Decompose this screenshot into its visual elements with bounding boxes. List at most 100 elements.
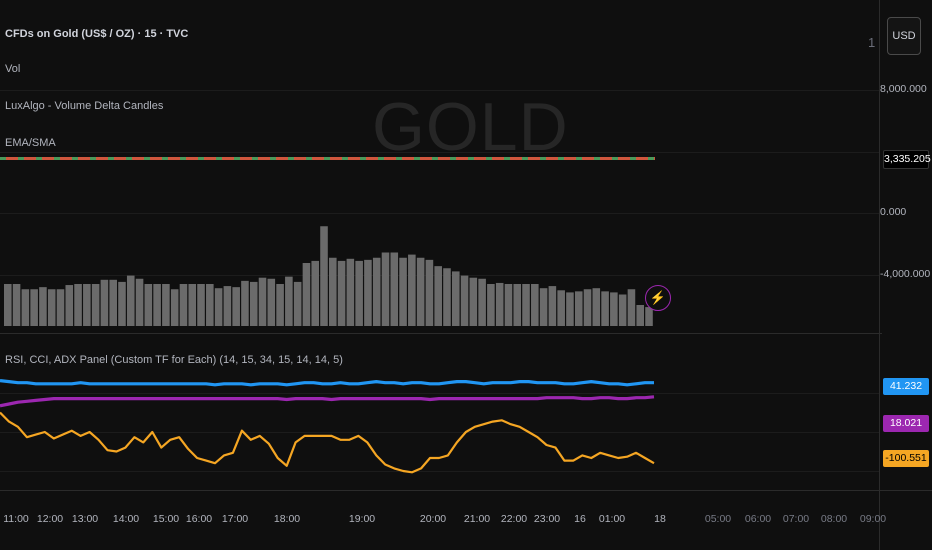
time-axis-label: 21:00 (463, 513, 491, 525)
volume-bar (513, 284, 522, 326)
volume-bar (4, 284, 12, 326)
price-axis-label: 8,000.000 (880, 83, 927, 95)
volume-bar (618, 294, 627, 326)
volume-bar (416, 257, 425, 326)
volume-bar (267, 278, 276, 326)
volume-bar (179, 284, 188, 326)
time-axis-label: 18:00 (273, 513, 301, 525)
volume-bar (39, 287, 47, 326)
price-axis-label: -4,000.000 (880, 268, 931, 280)
volume-bar (495, 282, 504, 326)
volume-bar (188, 284, 197, 326)
volume-bar (443, 268, 451, 326)
volume-bar (601, 291, 609, 326)
purple-value-tag: 18.021 (883, 415, 929, 432)
volume-bar (144, 284, 153, 326)
volume-bar (574, 291, 583, 326)
top-right-number: 1 (868, 35, 876, 50)
last-price-tag: 3,335.205 (883, 150, 931, 169)
blue-line (0, 379, 654, 387)
time-axis-label: 16:00 (185, 513, 213, 525)
time-axis-label: 06:00 (744, 513, 772, 525)
legend-ema-sma[interactable]: EMA/SMA (5, 137, 56, 149)
time-axis-label: 20:00 (419, 513, 447, 525)
volume-bar (126, 275, 135, 326)
volume-bar (293, 281, 302, 326)
volume-bar (531, 284, 539, 326)
volume-bar (522, 284, 530, 326)
volume-bar (451, 271, 460, 326)
volume-bar (12, 284, 21, 326)
time-axis-label: 18 (654, 513, 666, 525)
volume-bar (74, 284, 82, 326)
volume-bar (469, 277, 478, 326)
volume-bar (249, 281, 258, 326)
time-axis-label: 13:00 (71, 513, 99, 525)
lightning-bolt-icon[interactable]: ⚡ (645, 285, 671, 311)
volume-bar (583, 289, 592, 326)
volume-bar (214, 288, 223, 326)
volume-bar (162, 284, 170, 326)
time-axis-label: 09:00 (859, 513, 887, 525)
volume-bar (390, 252, 399, 326)
volume-bar (364, 259, 372, 326)
volume-bar (223, 286, 232, 326)
volume-bar (302, 263, 311, 326)
price-axis-label: 0.000 (880, 206, 907, 218)
volume-bar (241, 280, 249, 326)
time-axis-label: 14:00 (112, 513, 140, 525)
volume-bar (91, 284, 100, 326)
volume-bar (83, 284, 91, 326)
volume-bar (460, 275, 469, 326)
volume-bar (645, 307, 653, 326)
legend-vol[interactable]: Vol (5, 63, 21, 75)
volume-bar (329, 257, 337, 326)
volume-bar (100, 279, 109, 326)
volume-bar (232, 287, 240, 326)
blue-value-tag: 41.232 (883, 378, 929, 395)
chart-grid (0, 90, 879, 472)
volume-bar (21, 289, 30, 326)
time-axis-label: 11:00 (3, 513, 29, 525)
time-axis-label: 08:00 (820, 513, 848, 525)
volume-bar (206, 284, 214, 326)
volume-bar (320, 226, 328, 326)
time-axis-label: 01:00 (598, 513, 626, 525)
volume-bar (487, 284, 495, 326)
volume-bar (408, 254, 416, 326)
volume-bar (170, 289, 179, 326)
volume-bar (372, 257, 381, 326)
volume-bar (610, 292, 618, 326)
volume-bar (399, 257, 407, 326)
volume-bar (478, 278, 486, 326)
volume-bar (548, 286, 557, 326)
symbol-legend-title[interactable]: CFDs on Gold (US$ / OZ) · 15 · TVC (5, 28, 189, 40)
volume-bar (381, 252, 390, 326)
currency-button[interactable]: USD (887, 17, 921, 55)
volume-bar (311, 260, 320, 326)
volume-bar (30, 289, 38, 326)
symbol-watermark: GOLD (372, 89, 569, 165)
volume-bar (627, 289, 636, 326)
volume-bar (135, 278, 144, 326)
volume-bar (153, 284, 161, 326)
purple-line (0, 395, 655, 408)
legend-oscillator-panel[interactable]: RSI, CCI, ADX Panel (Custom TF for Each)… (5, 354, 343, 366)
volume-bar (337, 260, 346, 326)
orange-value-tag: -100.551 (883, 450, 929, 467)
orange-line (0, 411, 655, 474)
legend-luxalgo[interactable]: LuxAlgo - Volume Delta Candles (5, 100, 164, 112)
time-axis-label: 17:00 (221, 513, 249, 525)
volume-bar (592, 288, 601, 326)
volume-bar (346, 258, 355, 326)
volume-bar (118, 281, 126, 326)
volume-bar (504, 284, 513, 326)
volume-bar (109, 279, 117, 326)
volume-bar (355, 260, 363, 326)
volume-bar (56, 289, 65, 326)
volume-bar (566, 292, 574, 326)
oscillator-lines (0, 379, 655, 474)
volume-bar (65, 285, 74, 326)
time-axis-label: 05:00 (704, 513, 732, 525)
